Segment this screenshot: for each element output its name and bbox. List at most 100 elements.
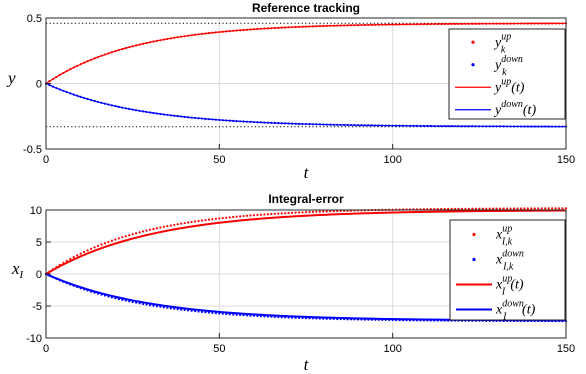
x-tick-label-0-2: 100: [383, 154, 401, 166]
data-point-1-0-45: [200, 219, 204, 222]
data-point-1-0-130: [495, 207, 498, 210]
data-point-1-0-125: [478, 207, 481, 210]
y-tick-label-1-1: -5: [32, 301, 42, 313]
data-point-1-0-47: [207, 218, 211, 221]
data-point-1-0-146: [551, 207, 554, 210]
legend-label-1-0: xup I,k: [495, 224, 513, 248]
data-point-1-0-133: [505, 207, 509, 210]
data-point-1-0-142: [537, 207, 540, 210]
series-line-0-2: [45, 22, 567, 85]
data-point-1-0-46: [204, 218, 207, 222]
data-point-1-0-137: [519, 207, 523, 210]
y-axis-label-0: y: [6, 69, 16, 88]
data-point-1-0-33: [159, 226, 162, 229]
data-point-1-0-143: [540, 207, 543, 210]
data-point-1-0-77: [311, 210, 315, 213]
data-point-1-0-12: [86, 249, 89, 252]
data-point-1-0-145: [547, 207, 550, 210]
y-tick-label-1-0: -10: [26, 333, 42, 345]
data-point-1-0-58: [245, 214, 249, 217]
legend-label-0-2: yup(t): [493, 76, 525, 95]
y-tick-label-0-2: 0.5: [27, 13, 42, 25]
data-point-1-0-65: [270, 212, 273, 216]
legend-box-1: [449, 219, 566, 321]
data-point-1-0-118: [453, 207, 457, 211]
data-point-1-0-76: [308, 210, 311, 214]
legend-marker-0-0: [471, 40, 475, 44]
data-point-1-0-150: [564, 207, 568, 210]
data-point-1-0-10: [79, 252, 82, 255]
data-point-1-0-57: [242, 214, 245, 218]
data-point-1-0-117: [450, 207, 453, 211]
data-point-1-0-149: [561, 207, 564, 210]
data-point-1-0-44: [197, 219, 200, 223]
data-point-1-0-64: [266, 213, 269, 216]
data-point-1-0-136: [516, 207, 519, 210]
data-point-1-0-39: [180, 222, 183, 225]
y-tick-label-1-2: 0: [36, 269, 42, 281]
data-point-1-0-80: [322, 210, 325, 213]
data-point-1-0-134: [509, 207, 512, 210]
data-point-1-0-135: [512, 207, 516, 210]
data-point-1-0-68: [280, 212, 283, 215]
x-axis-label-0: t: [304, 163, 310, 182]
data-point-1-0-78: [315, 210, 318, 213]
legend-marker-0-1: [471, 63, 475, 67]
data-point-1-0-59: [249, 214, 252, 217]
data-point-1-0-131: [499, 207, 502, 210]
data-point-1-0-15: [96, 244, 100, 247]
data-point-1-0-14: [93, 246, 96, 249]
data-point-1-0-40: [183, 221, 186, 225]
data-point-1-0-34: [162, 225, 165, 228]
data-point-1-0-29: [145, 229, 148, 232]
data-point-1-0-21: [117, 237, 120, 240]
data-point-1-0-63: [263, 213, 266, 216]
data-point-1-0-119: [457, 207, 460, 210]
data-point-1-0-71: [291, 211, 294, 214]
data-point-1-0-24: [128, 234, 131, 237]
data-point-1-0-62: [259, 213, 263, 216]
data-point-1-0-79: [318, 210, 321, 213]
data-point-1-0-60: [252, 214, 256, 217]
data-point-1-0-28: [141, 230, 145, 233]
data-point-1-0-132: [502, 207, 505, 210]
legend-marker-1-1: [472, 257, 476, 262]
data-point-1-0-66: [273, 212, 276, 215]
data-point-1-0-41: [187, 221, 190, 224]
data-point-1-0-56: [239, 215, 242, 218]
y-axis-label-1: xI: [11, 259, 25, 281]
data-point-1-0-53: [228, 216, 231, 219]
legend-label-0-0: yup k: [493, 31, 511, 55]
data-point-1-0-147: [554, 207, 557, 210]
x-tick-label-0-1: 50: [213, 154, 225, 166]
data-point-1-0-83: [332, 210, 335, 213]
data-point-1-0-18: [107, 240, 110, 244]
data-point-1-0-122: [467, 207, 471, 210]
data-point-1-0-124: [474, 207, 477, 210]
x-tick-label-0-3: 150: [557, 154, 575, 166]
data-point-1-0-144: [544, 207, 547, 210]
data-point-1-0-16: [100, 243, 103, 246]
data-point-1-0-31: [152, 227, 155, 231]
data-point-1-0-126: [481, 207, 484, 210]
data-point-1-0-51: [221, 216, 224, 220]
series-line-0-3: [45, 82, 566, 128]
legend-label-1-2: xup I (t): [495, 274, 524, 298]
legend-label-1-3: xdown I (t): [495, 299, 536, 323]
data-point-1-0-138: [523, 207, 526, 210]
data-point-1-0-120: [460, 207, 464, 210]
data-point-1-0-72: [294, 211, 297, 214]
y-tick-label-1-4: 10: [30, 205, 42, 217]
x-tick-label-0-0: 0: [43, 154, 49, 166]
data-point-1-0-49: [214, 217, 217, 220]
legend-box-0: [448, 28, 566, 120]
data-point-1-0-148: [557, 207, 561, 210]
data-point-1-0-36: [169, 224, 172, 227]
data-point-1-0-140: [530, 207, 533, 210]
data-point-1-0-128: [488, 207, 491, 210]
data-point-1-0-121: [464, 207, 467, 210]
data-point-1-0-20: [114, 238, 117, 241]
